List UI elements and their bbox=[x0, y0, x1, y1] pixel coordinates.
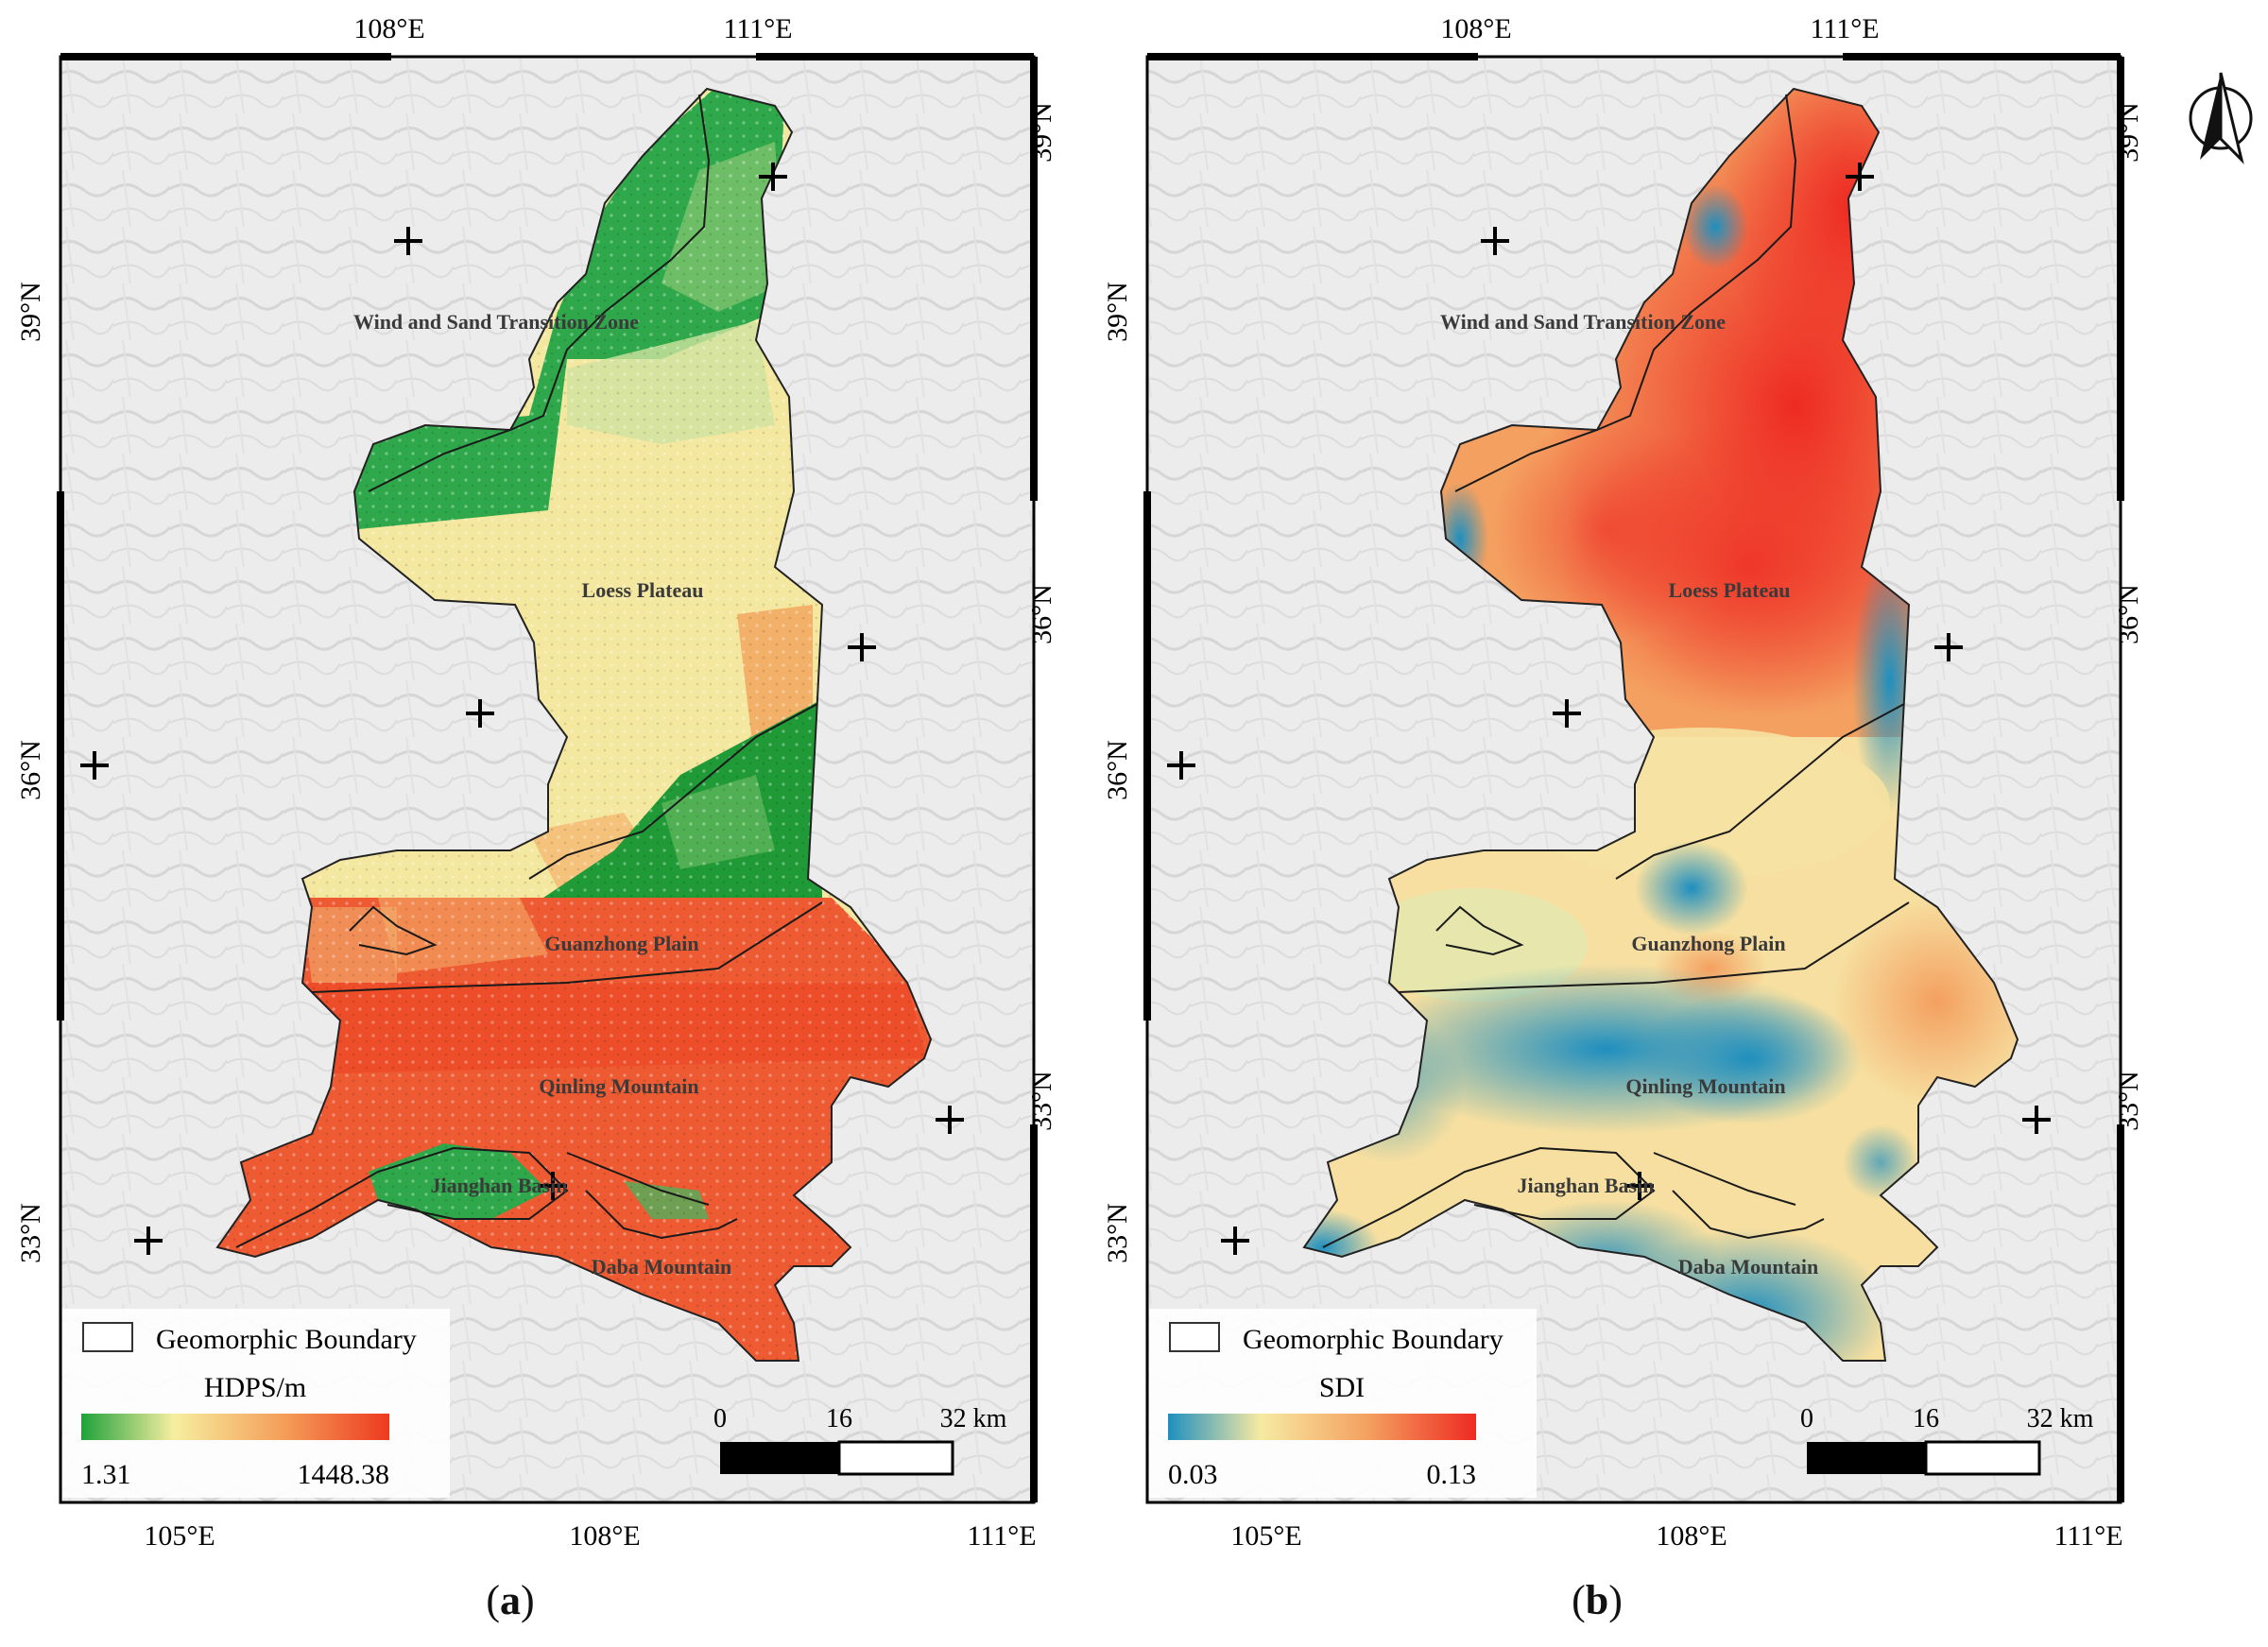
panel-b-right-lat-label: 33°N bbox=[2113, 1071, 2144, 1131]
panel-b-region-label: Guanzhong Plain bbox=[1631, 932, 1785, 955]
legend-max: 1448.38 bbox=[298, 1459, 390, 1490]
panel-b-left-lat-label: 36°N bbox=[1102, 740, 1133, 800]
panel-a-left-lat-label: 36°N bbox=[15, 740, 46, 800]
panel-b-legend: Geomorphic Boundary SDI 0.03 0.13 bbox=[1149, 1309, 1537, 1498]
geomorphic-boundary-swatch bbox=[82, 1322, 133, 1352]
legend-boundary-label: Geomorphic Boundary bbox=[1243, 1324, 1503, 1355]
scalebar-label: 16 bbox=[826, 1404, 852, 1433]
legend-color-ramp bbox=[81, 1414, 389, 1440]
panel-b-geomorphic-boundaries bbox=[1322, 94, 1910, 1248]
panel-b-graticule-crosses bbox=[1167, 163, 2051, 1255]
panel-a-bottom-lon-label: 105°E bbox=[144, 1520, 215, 1552]
panel-b-left-lat-label: 39°N bbox=[1102, 282, 1133, 342]
panel-b-right-lat-label: 36°N bbox=[2113, 584, 2144, 644]
legend-title: SDI bbox=[1319, 1372, 1365, 1403]
panel-b-top-lon-label: 108°E bbox=[1440, 13, 1511, 44]
panel-a-legend: Geomorphic Boundary HDPS/m 1.31 1448.38 bbox=[62, 1309, 450, 1498]
legend-boundary-label: Geomorphic Boundary bbox=[156, 1324, 417, 1355]
panel-a-geomorphic-boundaries bbox=[235, 94, 823, 1248]
panel-b-region-label: Qinling Mountain bbox=[1625, 1074, 1785, 1098]
panel-b-frame-ticks bbox=[1143, 53, 2124, 1502]
panel-a-graticule-crosses bbox=[80, 163, 964, 1255]
panel-b-top-lon-label: 111°E bbox=[1810, 13, 1879, 44]
panel-a-top-lon-label: 108°E bbox=[353, 13, 424, 44]
panel-a-bottom-lon-label: 108°E bbox=[569, 1520, 640, 1552]
legend-min: 1.31 bbox=[81, 1459, 131, 1490]
legend-color-ramp bbox=[1168, 1414, 1476, 1440]
panel-a-region-label: Jianghan Basin bbox=[431, 1174, 568, 1197]
panel-a-region-label: Loess Plateau bbox=[582, 578, 704, 602]
panel-a-right-lat-label: 33°N bbox=[1026, 1071, 1057, 1131]
geomorphic-boundary-swatch bbox=[1169, 1322, 1220, 1352]
legend-title: HDPS/m bbox=[204, 1372, 306, 1403]
panel-a-region-label: Guanzhong Plain bbox=[544, 932, 698, 955]
panel-a-bottom-lon-label: 111°E bbox=[967, 1520, 1036, 1552]
panel-a-left-lat-label: 39°N bbox=[15, 282, 46, 342]
scalebar-label: 0 bbox=[1800, 1404, 1813, 1433]
panel-b-terrain-background bbox=[1147, 57, 2121, 1502]
panel-a-caption: (a) bbox=[486, 1577, 535, 1623]
panel-b-caption: (b) bbox=[1572, 1577, 1623, 1623]
panel-b-scalebar: 0 16 32 km bbox=[1800, 1404, 2094, 1476]
panel-a-top-lon-label: 111°E bbox=[723, 13, 792, 44]
panel-b-region-label: Wind and Sand Transition Zone bbox=[1440, 310, 1726, 334]
panel-a-left-lat-label: 33°N bbox=[15, 1203, 46, 1263]
panel-a-frame-ticks bbox=[57, 53, 1038, 1502]
panel-b-left-lat-label: 33°N bbox=[1102, 1203, 1133, 1263]
panel-a-right-lat-label: 39°N bbox=[1026, 102, 1057, 163]
scalebar-label: 32 km bbox=[2027, 1404, 2094, 1433]
panel-b-bottom-lon-label: 105°E bbox=[1230, 1520, 1301, 1552]
scalebar-label: 16 bbox=[1913, 1404, 1939, 1433]
scalebar-label: 32 km bbox=[940, 1404, 1007, 1433]
panel-a-scalebar: 0 16 32 km bbox=[713, 1404, 1007, 1476]
legend-max: 0.13 bbox=[1427, 1459, 1477, 1490]
panel-b-right-lat-label: 39°N bbox=[2113, 102, 2144, 163]
panel-b-region-label: Daba Mountain bbox=[1678, 1255, 1819, 1278]
scalebar-label: 0 bbox=[713, 1404, 727, 1433]
north-arrow-icon bbox=[2189, 72, 2253, 164]
panel-a-region-label: Wind and Sand Transition Zone bbox=[353, 310, 639, 334]
panel-b-bottom-lon-label: 108°E bbox=[1656, 1520, 1727, 1552]
panel-a-map bbox=[60, 57, 1034, 1502]
panel-a-right-lat-label: 36°N bbox=[1026, 584, 1057, 644]
panel-b-map bbox=[1147, 57, 2121, 1502]
panel-b-region-label: Loess Plateau bbox=[1669, 578, 1791, 602]
panel-a-terrain-background bbox=[60, 57, 1034, 1502]
panel-b-region-label: Jianghan Basin bbox=[1518, 1174, 1655, 1197]
panel-a-region-label: Daba Mountain bbox=[592, 1255, 732, 1278]
panel-b-bottom-lon-label: 111°E bbox=[2053, 1520, 2122, 1552]
panel-a-region-label: Qinling Mountain bbox=[539, 1074, 698, 1098]
legend-min: 0.03 bbox=[1168, 1459, 1218, 1490]
